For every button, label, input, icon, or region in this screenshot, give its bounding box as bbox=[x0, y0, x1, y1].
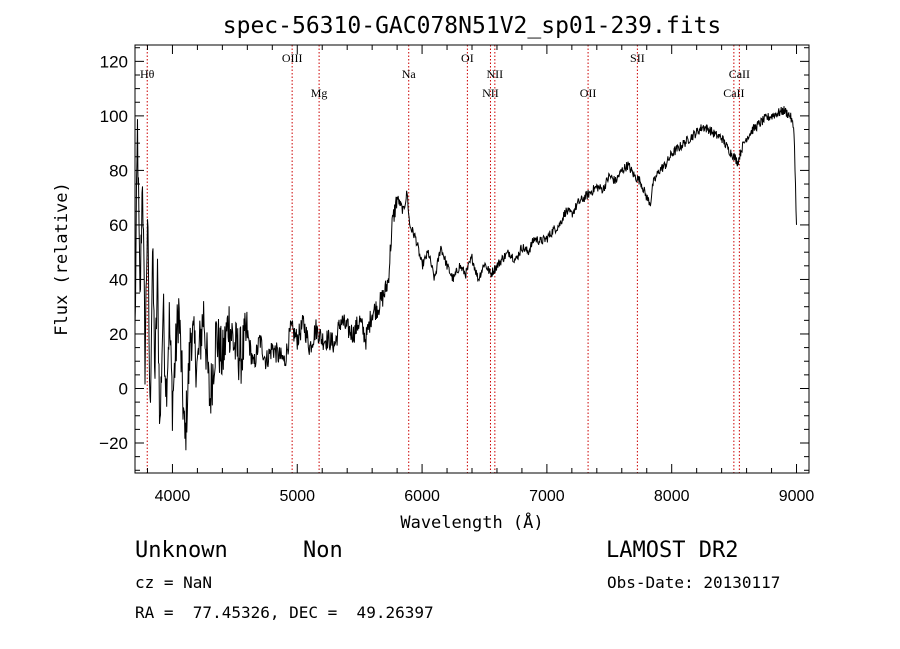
survey-name: LAMOST DR2 bbox=[606, 538, 739, 563]
spectrum-series bbox=[134, 106, 797, 451]
line-label: OIII bbox=[282, 51, 303, 65]
y-tick-label: 60 bbox=[109, 216, 128, 235]
line-label: NII bbox=[482, 86, 499, 100]
line-label: Na bbox=[402, 67, 417, 81]
x-tick-label: 7000 bbox=[529, 488, 565, 505]
x-axis: 4000 5000 6000 7000 8000 9000 bbox=[146, 45, 815, 505]
x-tick-label: 8000 bbox=[654, 488, 690, 505]
object-class: Unknown bbox=[135, 538, 228, 563]
observation-date: Obs-Date: 20130117 bbox=[607, 573, 781, 592]
x-tick-label: 6000 bbox=[404, 488, 440, 505]
x-tick-label: 4000 bbox=[155, 488, 191, 505]
object-subclass: Non bbox=[303, 538, 343, 563]
y-axis-label: Flux (relative) bbox=[52, 182, 72, 336]
line-label: OII bbox=[580, 86, 597, 100]
line-label: Mg bbox=[311, 86, 328, 100]
x-axis-label: Wavelength (Å) bbox=[400, 511, 543, 533]
line-label: CaII bbox=[723, 86, 744, 100]
x-tick-label: 9000 bbox=[779, 488, 815, 505]
line-label: CaII bbox=[729, 67, 750, 81]
spectral-line-markers: Hθ OIII Mg Na OI NII NII OII SII CaII CaII bbox=[140, 45, 750, 473]
y-tick-label: 40 bbox=[109, 270, 128, 289]
redshift-cz: cz = NaN bbox=[135, 573, 213, 592]
y-tick-label: 100 bbox=[100, 107, 128, 126]
y-axis: −20 0 20 40 60 80 100 120 bbox=[99, 47, 809, 471]
y-tick-label: 80 bbox=[109, 161, 128, 180]
y-tick-label: 20 bbox=[109, 325, 128, 344]
spectrum-line bbox=[134, 106, 797, 451]
line-label: SII bbox=[630, 51, 645, 65]
x-tick-label: 5000 bbox=[279, 488, 315, 505]
y-tick-label: −20 bbox=[99, 434, 128, 453]
line-label: OI bbox=[461, 51, 474, 65]
line-label: NII bbox=[487, 67, 504, 81]
y-tick-label: 120 bbox=[100, 52, 128, 71]
chart-title: spec-56310-GAC078N51V2_sp01-239.fits bbox=[223, 13, 722, 39]
y-tick-label: 0 bbox=[119, 379, 128, 398]
line-label: Hθ bbox=[140, 67, 155, 81]
ra-dec-coordinates: RA = 77.45326, DEC = 49.26397 bbox=[135, 603, 434, 622]
